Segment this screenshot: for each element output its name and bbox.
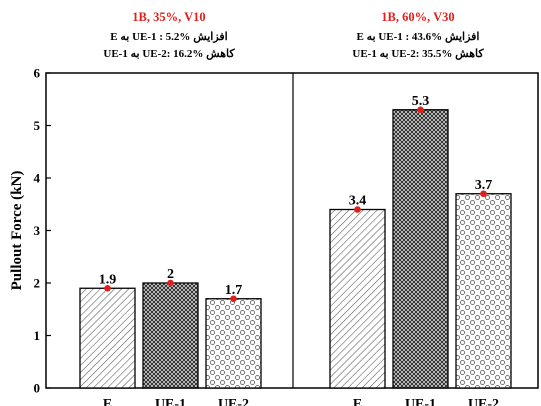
category-label: UE-2 (468, 397, 499, 406)
y-tick-label: 4 (34, 171, 41, 186)
data-label: 1.9 (99, 272, 117, 287)
bar (142, 282, 199, 389)
category-label: E (353, 397, 362, 406)
panel-title: 1B, 60%, V30 (381, 10, 454, 24)
y-axis-label: Pullout Force (kN) (9, 171, 25, 291)
bar-marker (354, 206, 361, 213)
category-label: UE-1 (155, 397, 186, 406)
bar-marker (480, 190, 487, 198)
labels: 1.9 E 2 UE-1 1.7 UE-2 3.4 E 5.3 UE-1 3.7 UE-2 (99, 94, 499, 406)
data-label: 5.3 (412, 94, 430, 109)
data-label: 3.4 (349, 194, 367, 209)
panel-title: 1B, 35%, V10 (132, 10, 205, 24)
y-tick-label: 2 (34, 276, 41, 291)
bar (392, 109, 449, 389)
category-label: UE-1 (405, 397, 436, 406)
panel-note: E به UE-1 : 5.2% افزایش (110, 31, 227, 43)
panel-titles: 1B, 35%, V10 E به UE-1 : 5.2% افزایش UE-1 … (103, 10, 484, 60)
data-label: 2 (167, 267, 174, 282)
bar-marker (230, 295, 237, 303)
bar-marker (104, 284, 111, 292)
panel-note: E به UE-1 : 43.6% افزایش (357, 31, 480, 43)
data-label: 1.7 (225, 283, 243, 298)
y-tick-label: 6 (34, 66, 41, 81)
bar (329, 208, 386, 389)
y-tick-label: 0 (34, 381, 41, 396)
bar-marker (167, 279, 174, 287)
bar (205, 298, 262, 389)
y-tick-label: 5 (34, 118, 41, 133)
y-tick-label: 3 (34, 223, 41, 238)
panel-note: UE-1 به UE-2: 16.2% کاهش (103, 48, 235, 60)
panel-note: UE-1 به UE-2: 35.5% کاهش (352, 48, 484, 60)
category-label: E (103, 397, 112, 406)
axes: 0 1 2 3 4 5 6 Pullout Force (kN) (9, 66, 539, 396)
bar (455, 193, 512, 389)
data-label: 3.7 (475, 178, 493, 193)
bar (79, 287, 136, 389)
bars (79, 106, 512, 389)
y-tick-label: 1 (34, 328, 41, 343)
category-label: UE-2 (218, 397, 249, 406)
bar-marker (417, 106, 424, 114)
